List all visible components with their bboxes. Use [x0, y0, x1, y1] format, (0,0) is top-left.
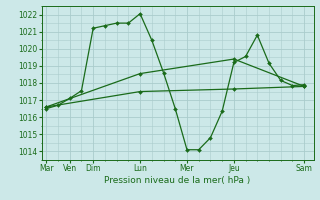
- X-axis label: Pression niveau de la mer( hPa ): Pression niveau de la mer( hPa ): [104, 176, 251, 185]
